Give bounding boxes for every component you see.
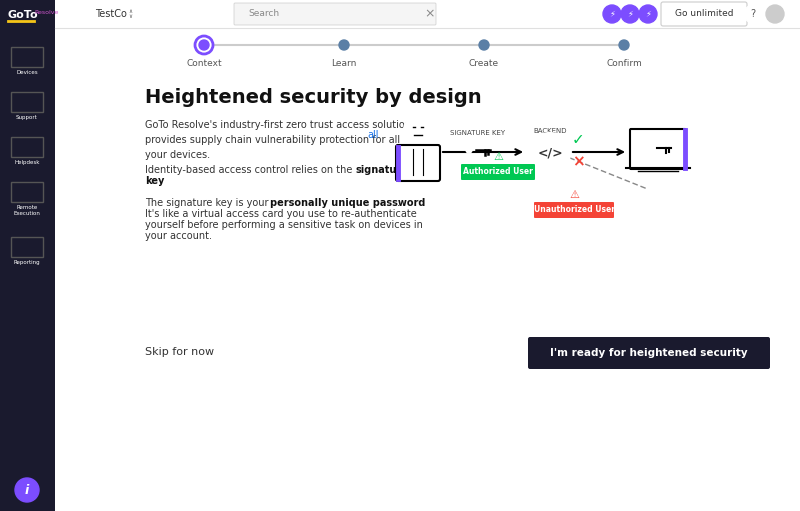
Circle shape [404, 116, 432, 144]
Circle shape [619, 40, 629, 50]
Circle shape [199, 40, 209, 50]
FancyBboxPatch shape [55, 0, 800, 28]
Text: Context: Context [186, 59, 222, 68]
FancyBboxPatch shape [661, 2, 747, 26]
Text: Search: Search [248, 10, 279, 18]
FancyBboxPatch shape [55, 28, 800, 511]
FancyBboxPatch shape [528, 337, 770, 369]
Text: ⚡: ⚡ [645, 10, 651, 18]
Text: </>: </> [537, 147, 563, 159]
Text: Skip for now: Skip for now [146, 347, 214, 357]
Text: SIGNATURE KEY: SIGNATURE KEY [450, 130, 506, 136]
Text: Unauthorized User: Unauthorized User [534, 205, 614, 215]
Text: ⚠: ⚠ [493, 152, 503, 162]
FancyBboxPatch shape [234, 3, 436, 25]
Circle shape [603, 5, 621, 23]
Text: It's like a virtual access card you use to re-authenticate: It's like a virtual access card you use … [145, 209, 417, 219]
Text: Go unlimited: Go unlimited [674, 10, 734, 18]
FancyBboxPatch shape [396, 145, 440, 181]
Text: The signature key is your: The signature key is your [145, 198, 272, 208]
Circle shape [647, 145, 653, 151]
Text: I'm ready for heightened security: I'm ready for heightened security [550, 348, 748, 358]
Circle shape [466, 147, 472, 153]
Text: Learn: Learn [331, 59, 357, 68]
Circle shape [744, 5, 762, 23]
FancyBboxPatch shape [534, 202, 614, 218]
Circle shape [462, 143, 476, 157]
Text: i: i [25, 483, 29, 497]
Circle shape [195, 36, 213, 54]
Text: personally unique password: personally unique password [270, 198, 426, 208]
Circle shape [479, 40, 489, 50]
Text: ⚠: ⚠ [569, 190, 579, 200]
Text: BACKEND: BACKEND [534, 128, 566, 134]
Text: Confirm: Confirm [606, 59, 642, 68]
FancyBboxPatch shape [0, 0, 55, 511]
Text: Authorized User: Authorized User [463, 168, 533, 176]
Text: Remote
Execution: Remote Execution [14, 205, 41, 216]
Circle shape [639, 5, 657, 23]
Text: ?: ? [750, 9, 755, 19]
Text: Helpdesk: Helpdesk [14, 160, 40, 165]
Text: Identity-based access control relies on the: Identity-based access control relies on … [145, 165, 355, 175]
Text: ⚡: ⚡ [609, 10, 615, 18]
Text: ✓: ✓ [572, 132, 584, 148]
Circle shape [530, 133, 570, 173]
Text: GoTo: GoTo [8, 10, 38, 20]
Text: Reporting: Reporting [14, 260, 40, 265]
Circle shape [15, 478, 39, 502]
Text: yourself before performing a sensitive task on devices in: yourself before performing a sensitive t… [145, 220, 423, 230]
Text: Support: Support [16, 115, 38, 120]
Text: GoTo Resolve's industry-first zero trust access solution
provides supply chain v: GoTo Resolve's industry-first zero trust… [145, 120, 411, 159]
Text: Resolve: Resolve [34, 10, 58, 15]
Circle shape [339, 40, 349, 50]
Text: ×: × [425, 8, 435, 20]
FancyBboxPatch shape [461, 164, 535, 180]
Text: .: . [159, 176, 162, 186]
Text: TestCo: TestCo [95, 9, 127, 19]
Text: ×: × [572, 154, 584, 170]
FancyBboxPatch shape [630, 129, 686, 169]
Text: Devices: Devices [16, 70, 38, 75]
Text: signature: signature [356, 165, 409, 175]
Text: key: key [145, 176, 164, 186]
Circle shape [621, 5, 639, 23]
Text: ∧
∨: ∧ ∨ [128, 9, 132, 18]
Circle shape [766, 5, 784, 23]
Text: your account.: your account. [145, 231, 212, 241]
Text: .: . [397, 198, 400, 208]
Text: Create: Create [469, 59, 499, 68]
Text: all: all [367, 130, 378, 141]
Text: ⚡: ⚡ [627, 10, 633, 18]
Circle shape [643, 141, 657, 155]
Text: Heightened security by design: Heightened security by design [145, 88, 482, 107]
